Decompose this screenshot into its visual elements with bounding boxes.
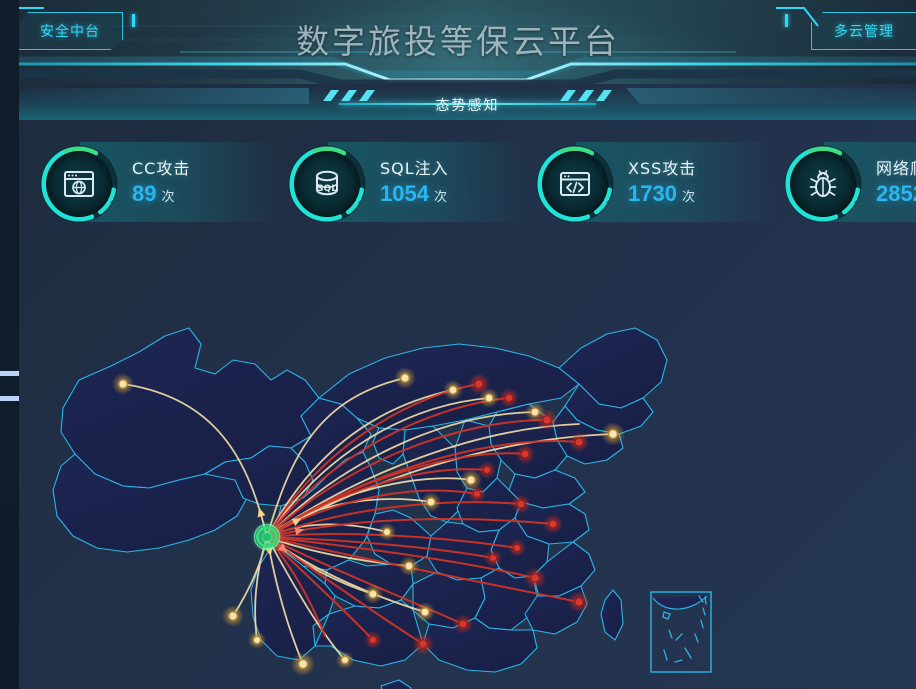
attack-node-red — [511, 494, 531, 514]
stat-ring-web-crawler — [782, 143, 864, 225]
stat-card-text: 网络爬虫 2852674次 — [876, 158, 916, 211]
svg-text:SQL: SQL — [317, 184, 337, 194]
attack-stat-cards: CC攻击 89 次 — [34, 134, 906, 244]
stat-value-wrap: 1730 次 — [628, 180, 778, 211]
attack-node-red — [484, 549, 502, 567]
left-rail — [0, 0, 19, 689]
section-title: 态势感知 — [19, 95, 916, 115]
attack-node-red — [543, 514, 563, 534]
stat-ring-cc-attack — [38, 143, 120, 225]
attack-node-gold — [399, 556, 419, 576]
dashboard-root: 安全中台 数字旅投等保云平台 多云管理 — [0, 0, 916, 689]
header-right-tick — [785, 14, 788, 27]
province-guangdong — [423, 618, 537, 672]
stat-value-wrap: 1054 次 — [380, 180, 530, 211]
stat-ring-core — [790, 151, 856, 217]
app-header: 安全中台 数字旅投等保云平台 多云管理 — [0, 0, 916, 84]
page-title: 数字旅投等保云平台 — [0, 15, 916, 63]
attack-node-gold — [443, 380, 463, 400]
attack-node-gold — [394, 367, 416, 389]
stat-ring-core — [542, 151, 608, 217]
stat-value: 89 — [132, 181, 156, 206]
province-hainan — [381, 680, 411, 689]
attack-node-red — [569, 432, 589, 452]
stat-ring-core: SQL — [294, 151, 360, 217]
stat-unit: 次 — [161, 189, 174, 204]
stat-card-xss-attack[interactable]: XSS攻击 1730 次 — [530, 134, 778, 234]
china-map-svg[interactable] — [19, 248, 916, 689]
stat-value: 1054 — [380, 181, 429, 206]
attack-node-red — [412, 633, 434, 655]
browser-globe-icon — [61, 166, 97, 202]
attack-node-red — [499, 388, 519, 408]
bug-icon — [805, 166, 841, 202]
stat-unit: 次 — [682, 189, 695, 204]
stat-label: XSS攻击 — [628, 158, 778, 180]
map-provinces — [53, 328, 667, 689]
stat-ring-xss-attack — [534, 143, 616, 225]
attack-node-gold — [248, 631, 266, 649]
south-china-sea-inset — [651, 592, 711, 672]
stat-label: SQL注入 — [380, 158, 530, 180]
nav-tab-multicloud-management-label: 多云管理 — [834, 21, 894, 41]
attack-node-red — [478, 461, 496, 479]
attack-node-red — [536, 409, 558, 431]
attack-node-gold — [291, 652, 315, 676]
stat-ring-sql-injection: SQL — [286, 143, 368, 225]
stat-value-wrap: 2852674次 — [876, 180, 916, 211]
attack-node-red — [524, 567, 546, 589]
situation-awareness-section-header: 态势感知 — [19, 86, 916, 120]
code-window-icon — [557, 166, 593, 202]
stat-card-text: CC攻击 89 次 — [132, 158, 282, 211]
database-sql-icon: SQL — [309, 166, 345, 202]
stat-value: 1730 — [628, 181, 677, 206]
attack-node-red — [468, 485, 486, 503]
stat-value-wrap: 89 次 — [132, 180, 282, 211]
attack-node-gold — [378, 523, 396, 541]
stat-card-sql-injection[interactable]: SQL SQL注入 1054 次 — [282, 134, 530, 234]
attack-node-gold — [112, 373, 134, 395]
stat-card-cc-attack[interactable]: CC攻击 89 次 — [34, 134, 282, 234]
rail-indicator-2[interactable] — [0, 396, 19, 401]
attack-node-gold — [336, 651, 354, 669]
stat-unit: 次 — [434, 189, 447, 204]
attack-node-gold — [363, 584, 383, 604]
attack-node-gold — [421, 492, 441, 512]
province-taiwan — [601, 590, 623, 640]
attack-source-hub[interactable] — [249, 519, 285, 555]
stat-label: CC攻击 — [132, 158, 282, 180]
attack-node-red — [508, 539, 526, 557]
attack-node-gold — [415, 602, 435, 622]
stat-ring-core — [46, 151, 112, 217]
attack-node-red — [468, 373, 490, 395]
stat-value: 2852674 — [876, 181, 916, 206]
china-attack-map[interactable] — [19, 248, 916, 689]
stat-card-web-crawler[interactable]: 网络爬虫 2852674次 — [778, 134, 916, 234]
stat-label: 网络爬虫 — [876, 158, 916, 180]
attack-node-gold — [601, 422, 625, 446]
attack-node-red — [364, 631, 382, 649]
rail-indicator-1[interactable] — [0, 371, 19, 376]
attack-node-red — [515, 444, 535, 464]
attack-node-red — [453, 614, 473, 634]
attack-node-red — [568, 591, 590, 613]
nav-tab-multicloud-management[interactable]: 多云管理 — [811, 12, 916, 50]
stat-card-text: XSS攻击 1730 次 — [628, 158, 778, 211]
attack-node-gold — [222, 605, 244, 627]
stat-card-text: SQL注入 1054 次 — [380, 158, 530, 211]
